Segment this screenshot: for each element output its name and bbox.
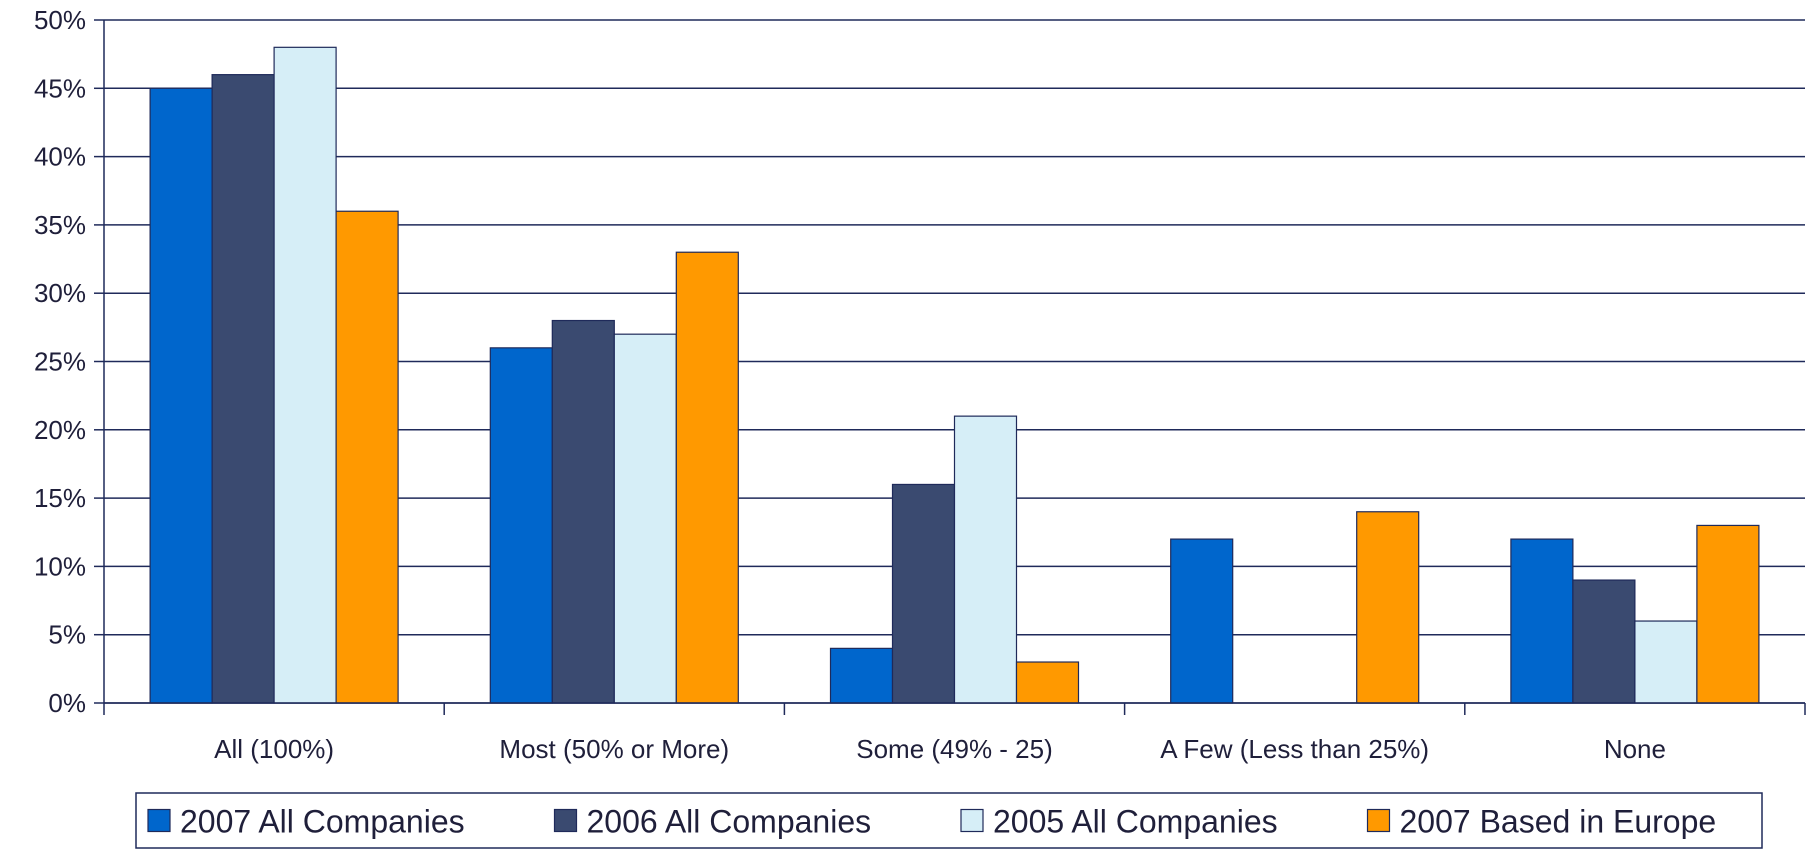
- bars: [149, 46, 1760, 704]
- legend-swatch: [553, 808, 578, 833]
- legend-box: [135, 792, 1763, 849]
- y-tick-label: 0%: [48, 688, 86, 718]
- legend-label: 2005 All Companies: [993, 804, 1278, 840]
- bar-2005-all-companies-1: [613, 333, 677, 704]
- y-tick-label: 20%: [34, 415, 86, 445]
- x-category-label: All (100%): [214, 734, 334, 764]
- bar-2005-all-companies-2: [953, 415, 1018, 704]
- legend-label: 2006 All Companies: [587, 804, 872, 840]
- bar-2007-all-companies-2: [829, 647, 894, 704]
- bar-2006-all-companies-2: [891, 483, 956, 704]
- bar-2007-based-in-europe-0: [335, 210, 399, 704]
- legend-swatch: [960, 808, 984, 833]
- y-tick-label: 35%: [34, 210, 86, 240]
- y-tick-label: 45%: [34, 73, 86, 103]
- bar-2007-all-companies-0: [149, 87, 213, 704]
- bar-2007-all-companies-1: [489, 347, 553, 704]
- y-tick-label: 40%: [34, 142, 86, 172]
- bar-2007-based-in-europe-1: [675, 251, 739, 704]
- legend-swatch: [147, 808, 171, 833]
- x-category-label: None: [1604, 734, 1666, 764]
- y-tick-label: 5%: [48, 620, 86, 650]
- bar-2006-all-companies-0: [211, 74, 275, 704]
- y-tick-label: 50%: [34, 5, 86, 35]
- bar-2007-based-in-europe-2: [1015, 661, 1080, 704]
- x-category-label: Some (49% - 25): [856, 734, 1053, 764]
- x-category-label: Most (50% or More): [499, 734, 729, 764]
- legend: 2007 All Companies 2006 All Companies 2005…: [135, 792, 1763, 849]
- bar-2007-based-in-europe-3: [1356, 511, 1420, 704]
- x-axis-labels: All (100%) Most (50% or More) Some (49% - …: [214, 734, 1666, 764]
- legend-label: 2007 Based in Europe: [1400, 804, 1717, 840]
- legend-label: 2007 All Companies: [180, 804, 465, 840]
- legend-swatch: [1366, 808, 1391, 833]
- y-axis-ticks: 0% 5% 10% 15% 20% 25% 30% 35% 40% 45% 50%: [34, 5, 104, 718]
- y-tick-label: 10%: [34, 551, 86, 581]
- bar-2006-all-companies-4: [1572, 579, 1636, 704]
- bar-2007-all-companies-4: [1510, 538, 1574, 704]
- bar-2005-all-companies-4: [1634, 620, 1698, 704]
- y-tick-label: 25%: [34, 347, 86, 377]
- y-tick-label: 30%: [34, 278, 86, 308]
- y-tick-label: 15%: [34, 483, 86, 513]
- bar-2007-all-companies-3: [1170, 538, 1234, 704]
- x-category-label: A Few (Less than 25%): [1160, 734, 1429, 764]
- bar-2005-all-companies-0: [273, 46, 337, 704]
- bar-2007-based-in-europe-4: [1696, 524, 1760, 704]
- bar-2006-all-companies-1: [551, 319, 615, 704]
